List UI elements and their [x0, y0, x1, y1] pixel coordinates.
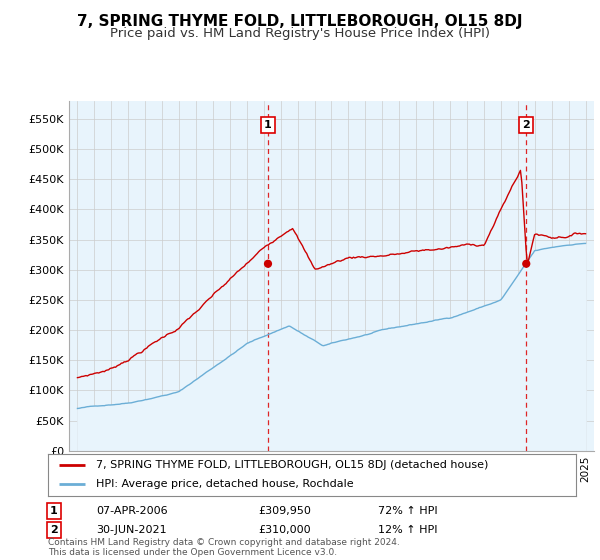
Text: 1: 1	[50, 506, 58, 516]
Text: Contains HM Land Registry data © Crown copyright and database right 2024.
This d: Contains HM Land Registry data © Crown c…	[48, 538, 400, 557]
Text: 07-APR-2006: 07-APR-2006	[96, 506, 167, 516]
Text: 1: 1	[264, 120, 272, 130]
Point	[263, 259, 273, 268]
Text: 2: 2	[50, 525, 58, 535]
Text: HPI: Average price, detached house, Rochdale: HPI: Average price, detached house, Roch…	[95, 479, 353, 489]
Text: 2: 2	[523, 120, 530, 130]
Text: £309,950: £309,950	[258, 506, 311, 516]
Text: 12% ↑ HPI: 12% ↑ HPI	[378, 525, 437, 535]
Text: 72% ↑ HPI: 72% ↑ HPI	[378, 506, 437, 516]
Text: Price paid vs. HM Land Registry's House Price Index (HPI): Price paid vs. HM Land Registry's House …	[110, 27, 490, 40]
Text: £310,000: £310,000	[258, 525, 311, 535]
Point	[521, 259, 531, 268]
Text: 30-JUN-2021: 30-JUN-2021	[96, 525, 167, 535]
Text: 7, SPRING THYME FOLD, LITTLEBOROUGH, OL15 8DJ (detached house): 7, SPRING THYME FOLD, LITTLEBOROUGH, OL1…	[95, 460, 488, 470]
Text: 7, SPRING THYME FOLD, LITTLEBOROUGH, OL15 8DJ: 7, SPRING THYME FOLD, LITTLEBOROUGH, OL1…	[77, 14, 523, 29]
